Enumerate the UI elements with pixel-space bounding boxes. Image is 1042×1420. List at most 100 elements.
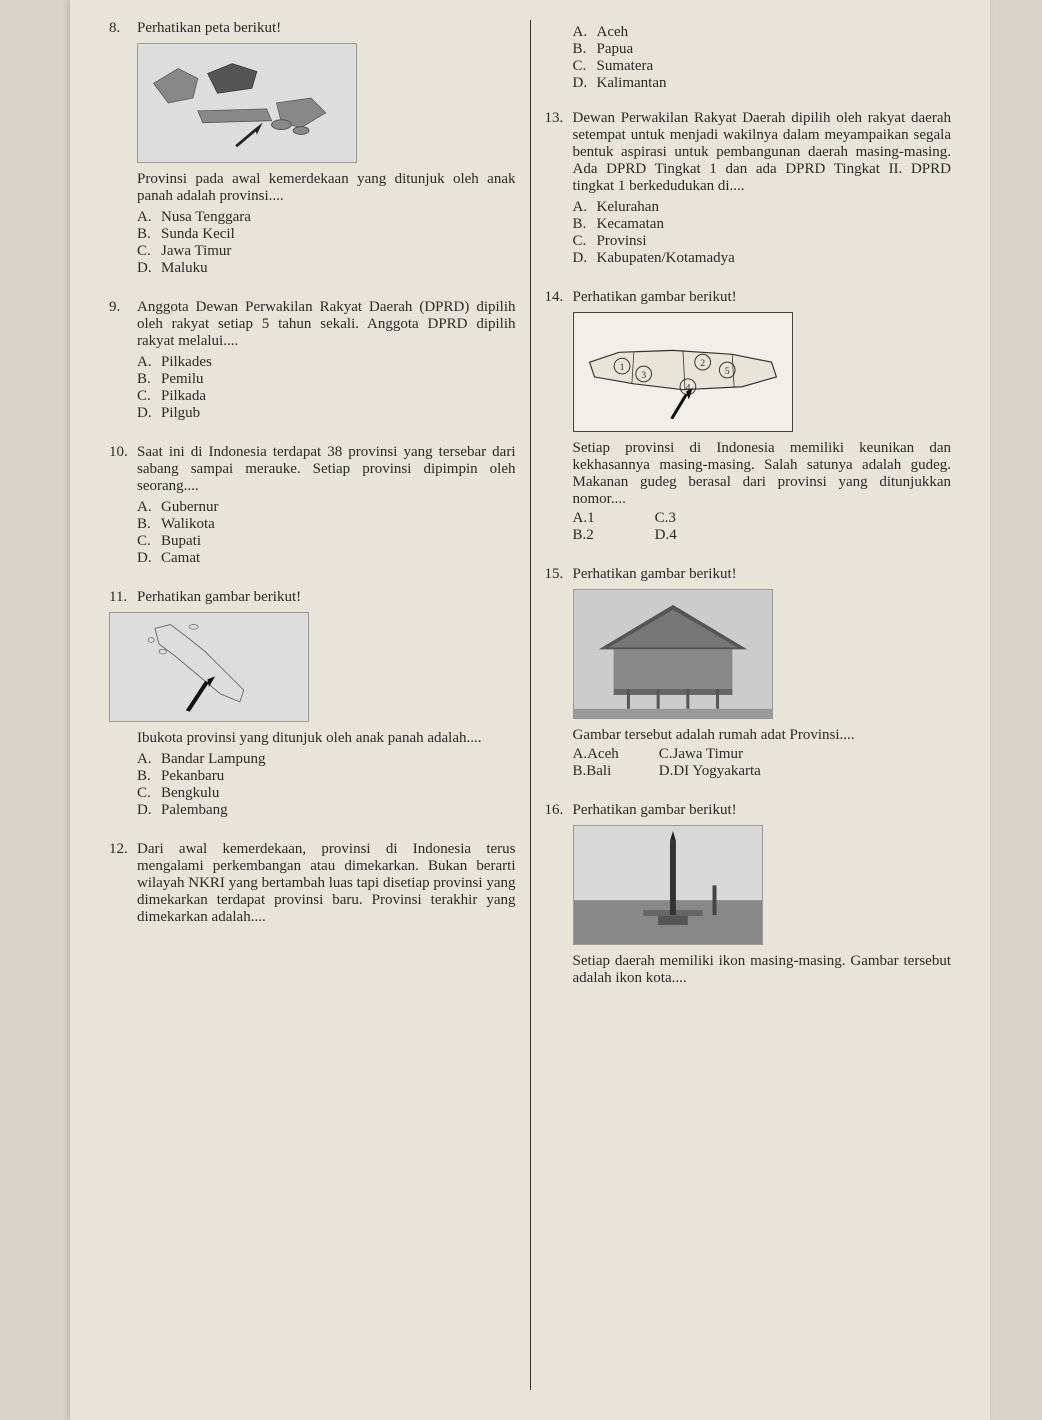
option-letter: D. <box>137 550 161 567</box>
option-letter: B. <box>137 226 161 243</box>
option-letter: B. <box>137 768 161 785</box>
option-text: 2 <box>586 527 594 544</box>
question-8: 8. Perhatikan peta berikut! <box>109 20 516 277</box>
right-column: A.Aceh B.Papua C.Sumatera D.Kalimantan 1… <box>531 20 966 1390</box>
option-letter: D. <box>137 260 161 277</box>
option-letter: A. <box>573 510 588 527</box>
option-text: Bengkulu <box>161 785 219 802</box>
option-text: 4 <box>669 527 677 544</box>
question-12: 12. Dari awal kemerdekaan, provinsi di I… <box>109 841 516 926</box>
option-letter: D. <box>655 527 670 544</box>
question-16: 16. Perhatikan gambar berikut! <box>545 802 952 987</box>
option-text: Walikota <box>161 516 215 533</box>
svg-text:2: 2 <box>700 358 705 369</box>
question-stem: Setiap provinsi di Indonesia memiliki ke… <box>573 440 952 508</box>
option-letter: C. <box>573 233 597 250</box>
option-letter: C. <box>137 533 161 550</box>
option-text: Jawa Timur <box>161 243 231 260</box>
option-letter: A. <box>137 751 161 768</box>
question-stem: Ibukota provinsi yang ditunjuk oleh anak… <box>137 730 516 747</box>
traditional-house-image <box>573 589 773 719</box>
option-text: Bupati <box>161 533 201 550</box>
question-intro: Perhatikan gambar berikut! <box>573 802 952 819</box>
question-stem: Dewan Perwakilan Rakyat Daerah dipilih o… <box>573 110 952 195</box>
option-text: Pekanbaru <box>161 768 224 785</box>
option-letter: C. <box>573 58 597 75</box>
option-letter: A. <box>573 24 597 41</box>
option-letter: C. <box>137 243 161 260</box>
question-11: 11. Perhatikan gambar berikut! Ibukota p… <box>109 589 516 819</box>
option-text: Sumatera <box>597 58 654 75</box>
question-9: 9. Anggota Dewan Perwakilan Rakyat Daera… <box>109 299 516 422</box>
question-number: 9. <box>109 299 137 422</box>
question-13: 13. Dewan Perwakilan Rakyat Daerah dipil… <box>545 110 952 267</box>
question-intro: Perhatikan gambar berikut! <box>137 589 516 606</box>
option-letter: D. <box>137 802 161 819</box>
option-letter: A. <box>573 746 588 763</box>
option-letter: C. <box>655 510 669 527</box>
option-text: Papua <box>597 41 634 58</box>
option-text: Nusa Tenggara <box>161 209 251 226</box>
sumatra-map-image <box>109 612 309 722</box>
monument-image <box>573 825 763 945</box>
option-text: DI Yogyakarta <box>673 763 761 780</box>
option-text: Aceh <box>597 24 629 41</box>
question-12-options: A.Aceh B.Papua C.Sumatera D.Kalimantan <box>573 24 952 92</box>
question-stem: Dari awal kemerdekaan, provinsi di Indon… <box>137 841 516 926</box>
question-intro: Perhatikan gambar berikut! <box>573 289 952 306</box>
question-number: 11. <box>109 589 137 606</box>
question-intro: Perhatikan gambar berikut! <box>573 566 952 583</box>
question-stem: Anggota Dewan Perwakilan Rakyat Daerah (… <box>137 299 516 350</box>
question-intro: Perhatikan peta berikut! <box>137 20 516 37</box>
option-letter: B. <box>573 41 597 58</box>
option-text: Kecamatan <box>597 216 664 233</box>
option-letter: B. <box>573 763 587 780</box>
option-letter: C. <box>137 388 161 405</box>
option-letter: A. <box>573 199 597 216</box>
question-stem: Provinsi pada awal kemerdekaan yang ditu… <box>137 171 516 205</box>
option-letter: A. <box>137 354 161 371</box>
option-text: Bali <box>586 763 611 780</box>
option-letter: D. <box>137 405 161 422</box>
option-text: Pilkades <box>161 354 212 371</box>
option-letter: B. <box>573 216 597 233</box>
option-text: Jawa Timur <box>673 746 743 763</box>
option-text: Provinsi <box>597 233 647 250</box>
option-text: Kabupaten/Kotamadya <box>597 250 735 267</box>
option-text: Gubernur <box>161 499 218 516</box>
question-stem: Gambar tersebut adalah rumah adat Provin… <box>573 727 952 744</box>
indonesia-map-image <box>137 43 357 163</box>
option-letter: A. <box>137 209 161 226</box>
option-text: Bandar Lampung <box>161 751 266 768</box>
option-letter: B. <box>137 371 161 388</box>
option-text: Maluku <box>161 260 208 277</box>
svg-text:3: 3 <box>641 370 646 381</box>
option-letter: D. <box>659 763 674 780</box>
option-text: Pilkada <box>161 388 206 405</box>
option-letter: A. <box>137 499 161 516</box>
svg-text:5: 5 <box>724 366 729 377</box>
option-text: Aceh <box>587 746 619 763</box>
option-letter: C. <box>659 746 673 763</box>
question-14: 14. Perhatikan gambar berikut! 1 3 2 5 <box>545 289 952 544</box>
option-text: 3 <box>668 510 676 527</box>
question-10: 10. Saat ini di Indonesia terdapat 38 pr… <box>109 444 516 567</box>
option-text: Pilgub <box>161 405 200 422</box>
question-number: 12. <box>109 841 137 926</box>
question-number: 15. <box>545 566 573 780</box>
option-text: Sunda Kecil <box>161 226 235 243</box>
option-text: Pemilu <box>161 371 204 388</box>
question-stem: Setiap daerah memiliki ikon masing-masin… <box>573 953 952 987</box>
svg-text:1: 1 <box>619 362 624 373</box>
option-letter: B. <box>573 527 587 544</box>
question-stem: Saat ini di Indonesia terdapat 38 provin… <box>137 444 516 495</box>
left-column: 8. Perhatikan peta berikut! <box>95 20 531 1390</box>
question-number: 16. <box>545 802 573 987</box>
option-text: 1 <box>587 510 595 527</box>
question-number: 10. <box>109 444 137 567</box>
option-text: Camat <box>161 550 200 567</box>
option-text: Palembang <box>161 802 228 819</box>
option-text: Kelurahan <box>597 199 659 216</box>
java-map-image: 1 3 2 5 4 <box>573 312 793 432</box>
question-number: 13. <box>545 110 573 267</box>
